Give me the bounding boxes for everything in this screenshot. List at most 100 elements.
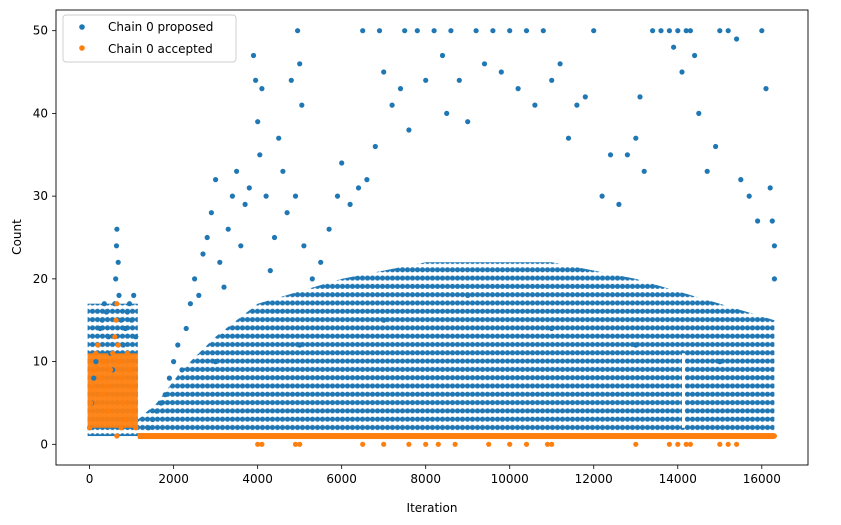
accepted-point xyxy=(486,441,492,447)
accepted-point xyxy=(129,383,135,389)
proposed-point xyxy=(746,193,752,199)
proposed-point xyxy=(633,135,639,141)
proposed-point xyxy=(683,28,689,34)
proposed-point xyxy=(292,193,299,199)
legend-label-accepted: Chain 0 accepted xyxy=(108,42,213,56)
series-chain-0-accepted xyxy=(87,301,778,447)
proposed-point xyxy=(481,61,488,67)
proposed-point xyxy=(309,276,315,282)
proposed-point xyxy=(192,276,198,282)
accepted-point xyxy=(108,367,114,373)
proposed-point xyxy=(465,292,471,298)
proposed-point xyxy=(402,28,408,34)
dense-point-cloud xyxy=(87,262,775,440)
proposed-point xyxy=(666,28,673,34)
proposed-point xyxy=(334,193,341,199)
proposed-point xyxy=(355,185,362,191)
x-tick-label: 14000 xyxy=(659,472,697,486)
proposed-point xyxy=(381,317,387,323)
proposed-point xyxy=(175,342,181,348)
proposed-point xyxy=(113,243,120,249)
proposed-point xyxy=(532,102,538,108)
accepted-point xyxy=(87,425,93,431)
proposed-point xyxy=(431,28,437,34)
accepted-point xyxy=(544,441,551,447)
proposed-point xyxy=(276,135,282,141)
accepted-point xyxy=(118,425,124,431)
proposed-point xyxy=(221,284,227,290)
accepted-point xyxy=(137,433,143,439)
legend-marker-accepted xyxy=(79,45,85,51)
density-mass-main xyxy=(137,262,775,436)
proposed-point xyxy=(115,259,121,265)
proposed-point xyxy=(364,177,370,183)
proposed-point xyxy=(549,325,555,332)
proposed-point xyxy=(624,152,631,158)
accepted-point xyxy=(717,441,723,447)
proposed-point xyxy=(162,392,168,398)
proposed-point xyxy=(196,292,202,298)
accepted-point xyxy=(255,441,261,447)
proposed-point xyxy=(507,28,513,34)
proposed-point xyxy=(465,119,471,125)
proposed-point xyxy=(439,52,446,59)
proposed-point xyxy=(339,160,345,166)
proposed-point xyxy=(734,36,740,42)
proposed-point xyxy=(717,28,723,34)
accepted-point xyxy=(435,441,441,447)
y-tick-label: 40 xyxy=(33,106,48,120)
proposed-point xyxy=(759,28,765,34)
accepted-point xyxy=(93,350,99,356)
accepted-point xyxy=(91,367,97,373)
accepted-point xyxy=(99,392,105,398)
proposed-point xyxy=(246,185,252,191)
y-tick-label: 0 xyxy=(40,437,48,451)
proposed-point xyxy=(114,226,120,232)
accepted-point xyxy=(734,441,740,447)
accepted-point xyxy=(633,441,639,447)
proposed-point xyxy=(540,28,546,34)
proposed-point xyxy=(717,359,723,365)
proposed-point xyxy=(124,309,130,315)
proposed-point xyxy=(234,168,240,174)
accepted-band-y1 xyxy=(137,433,775,440)
proposed-point xyxy=(490,28,496,34)
proposed-point xyxy=(763,86,769,92)
proposed-point xyxy=(456,77,462,83)
proposed-point xyxy=(97,325,103,332)
proposed-point xyxy=(641,168,647,174)
proposed-point xyxy=(131,292,137,298)
proposed-point xyxy=(574,102,580,108)
proposed-point xyxy=(158,400,164,406)
proposed-point xyxy=(381,69,387,75)
proposed-point xyxy=(166,375,172,381)
proposed-point xyxy=(217,259,223,265)
proposed-point xyxy=(738,177,744,183)
accepted-point xyxy=(406,441,412,447)
proposed-point xyxy=(549,77,555,83)
x-axis-label: Iteration xyxy=(407,501,458,515)
proposed-point xyxy=(242,201,248,207)
proposed-point xyxy=(406,127,412,133)
proposed-point xyxy=(523,28,530,34)
accepted-point xyxy=(549,441,555,447)
y-tick-label: 20 xyxy=(33,272,48,286)
proposed-point xyxy=(326,226,332,232)
proposed-point xyxy=(118,317,124,323)
proposed-point xyxy=(318,259,324,265)
proposed-point xyxy=(360,28,366,34)
proposed-point xyxy=(250,52,257,59)
accepted-point xyxy=(725,441,731,447)
accepted-point xyxy=(110,350,116,356)
proposed-point xyxy=(116,292,122,298)
proposed-point xyxy=(150,416,156,423)
proposed-point xyxy=(103,309,109,315)
proposed-point xyxy=(171,359,177,365)
proposed-point xyxy=(671,44,677,50)
density-gap xyxy=(681,353,685,428)
proposed-point xyxy=(288,77,294,83)
proposed-point xyxy=(658,28,664,34)
accepted-point xyxy=(105,408,112,414)
proposed-point xyxy=(633,342,639,348)
proposed-point xyxy=(145,425,151,431)
